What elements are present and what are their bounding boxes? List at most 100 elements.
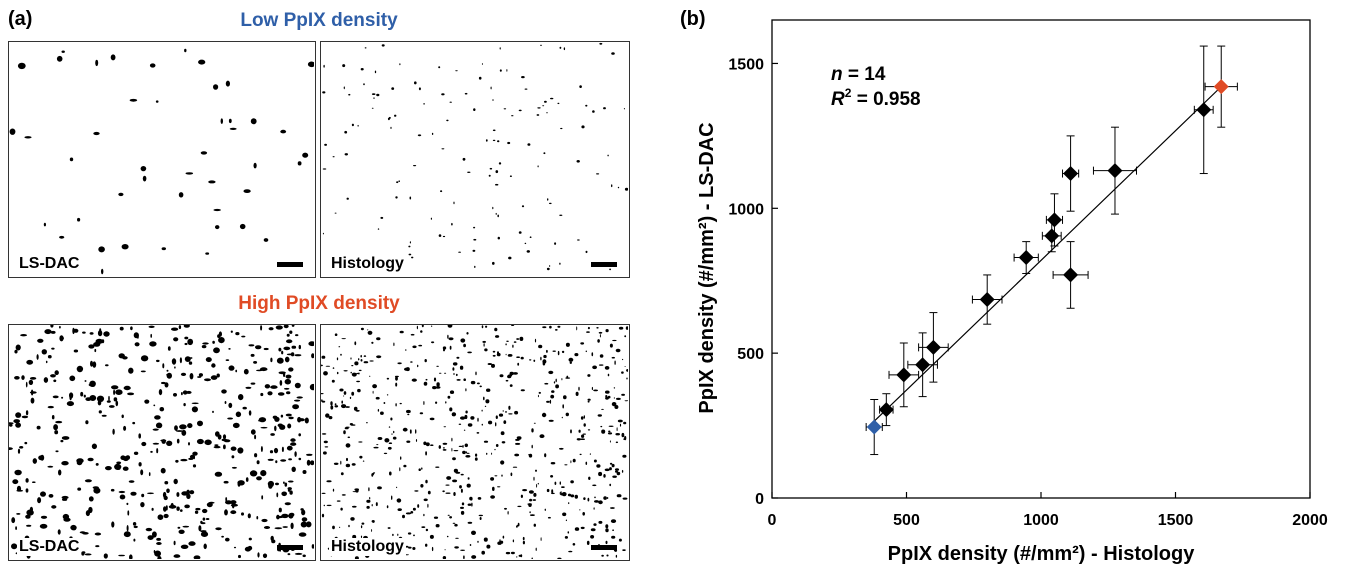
- particle: [202, 342, 209, 344]
- y-axis-label: PpIX density (#/mm²) - LS-DAC: [696, 122, 718, 413]
- particle: [570, 429, 572, 433]
- particle: [496, 415, 498, 419]
- particle: [515, 443, 520, 445]
- particle: [207, 502, 213, 507]
- particle: [19, 446, 23, 449]
- particle: [410, 241, 411, 243]
- particle: [267, 391, 272, 395]
- particle: [493, 130, 496, 132]
- particle: [397, 362, 401, 364]
- particle: [264, 238, 269, 242]
- particle: [149, 326, 155, 328]
- particle: [481, 551, 485, 555]
- particle: [286, 414, 292, 417]
- particle: [120, 455, 125, 460]
- particle: [586, 331, 590, 333]
- particle: [522, 489, 527, 491]
- particle: [240, 224, 246, 229]
- particle: [492, 262, 495, 265]
- particle: [453, 492, 455, 496]
- particle: [26, 410, 28, 415]
- particle: [234, 547, 236, 549]
- particle: [406, 441, 410, 443]
- particle: [586, 462, 588, 465]
- particle: [486, 139, 488, 141]
- particle: [588, 498, 590, 502]
- particle: [183, 526, 190, 528]
- particle: [363, 461, 364, 462]
- particle: [140, 502, 144, 507]
- particle: [292, 346, 297, 349]
- particle: [534, 524, 536, 527]
- particle: [288, 489, 291, 491]
- particle: [576, 326, 577, 330]
- particle: [444, 426, 447, 427]
- particle: [192, 403, 199, 405]
- particle: [622, 359, 623, 360]
- particle: [542, 413, 546, 417]
- particle: [98, 246, 105, 252]
- particle: [511, 115, 513, 116]
- particle: [480, 386, 482, 388]
- particle: [31, 398, 35, 404]
- particle: [425, 544, 427, 547]
- particle: [161, 468, 166, 474]
- particle: [550, 395, 554, 399]
- particle: [163, 506, 167, 512]
- particle: [417, 365, 418, 368]
- particle: [617, 494, 622, 497]
- particle: [194, 555, 201, 559]
- particle: [491, 87, 492, 90]
- particle: [245, 387, 251, 389]
- particle: [308, 62, 314, 68]
- particle: [286, 391, 290, 394]
- particle: [53, 424, 58, 430]
- particle: [275, 527, 283, 529]
- particle: [562, 351, 564, 353]
- particle: [324, 441, 328, 444]
- particle: [566, 413, 569, 417]
- particle: [333, 489, 334, 492]
- particle: [235, 332, 239, 335]
- particle: [115, 389, 122, 395]
- particle: [76, 458, 83, 463]
- particle: [113, 390, 115, 396]
- particle: [510, 384, 513, 387]
- particle: [486, 545, 490, 549]
- particle: [614, 397, 615, 398]
- particle: [133, 522, 136, 526]
- particle: [431, 325, 432, 327]
- particle: [22, 416, 28, 419]
- particle: [468, 423, 473, 426]
- particle: [261, 427, 268, 429]
- particle: [442, 490, 445, 492]
- particle: [464, 430, 465, 431]
- particle: [167, 370, 169, 372]
- particle: [608, 432, 612, 434]
- particle: [61, 397, 63, 399]
- particle: [355, 556, 359, 559]
- particle: [342, 338, 346, 339]
- particle: [592, 352, 594, 356]
- particle: [403, 465, 406, 468]
- particle: [527, 250, 530, 253]
- particle: [321, 399, 323, 402]
- particle: [531, 428, 533, 432]
- high-histology-scalebar: [591, 545, 617, 550]
- particle: [382, 44, 385, 46]
- particle: [93, 132, 99, 135]
- particle: [530, 514, 535, 516]
- particle: [375, 71, 376, 74]
- particle: [444, 373, 446, 374]
- particle: [334, 463, 339, 465]
- particle: [550, 400, 551, 404]
- particle: [364, 355, 366, 357]
- particle: [192, 406, 198, 412]
- particle: [621, 371, 624, 373]
- particle: [324, 144, 327, 146]
- particle: [538, 395, 539, 398]
- particle: [578, 387, 579, 391]
- particle: [451, 438, 452, 442]
- particle: [497, 351, 499, 354]
- particle: [555, 384, 559, 388]
